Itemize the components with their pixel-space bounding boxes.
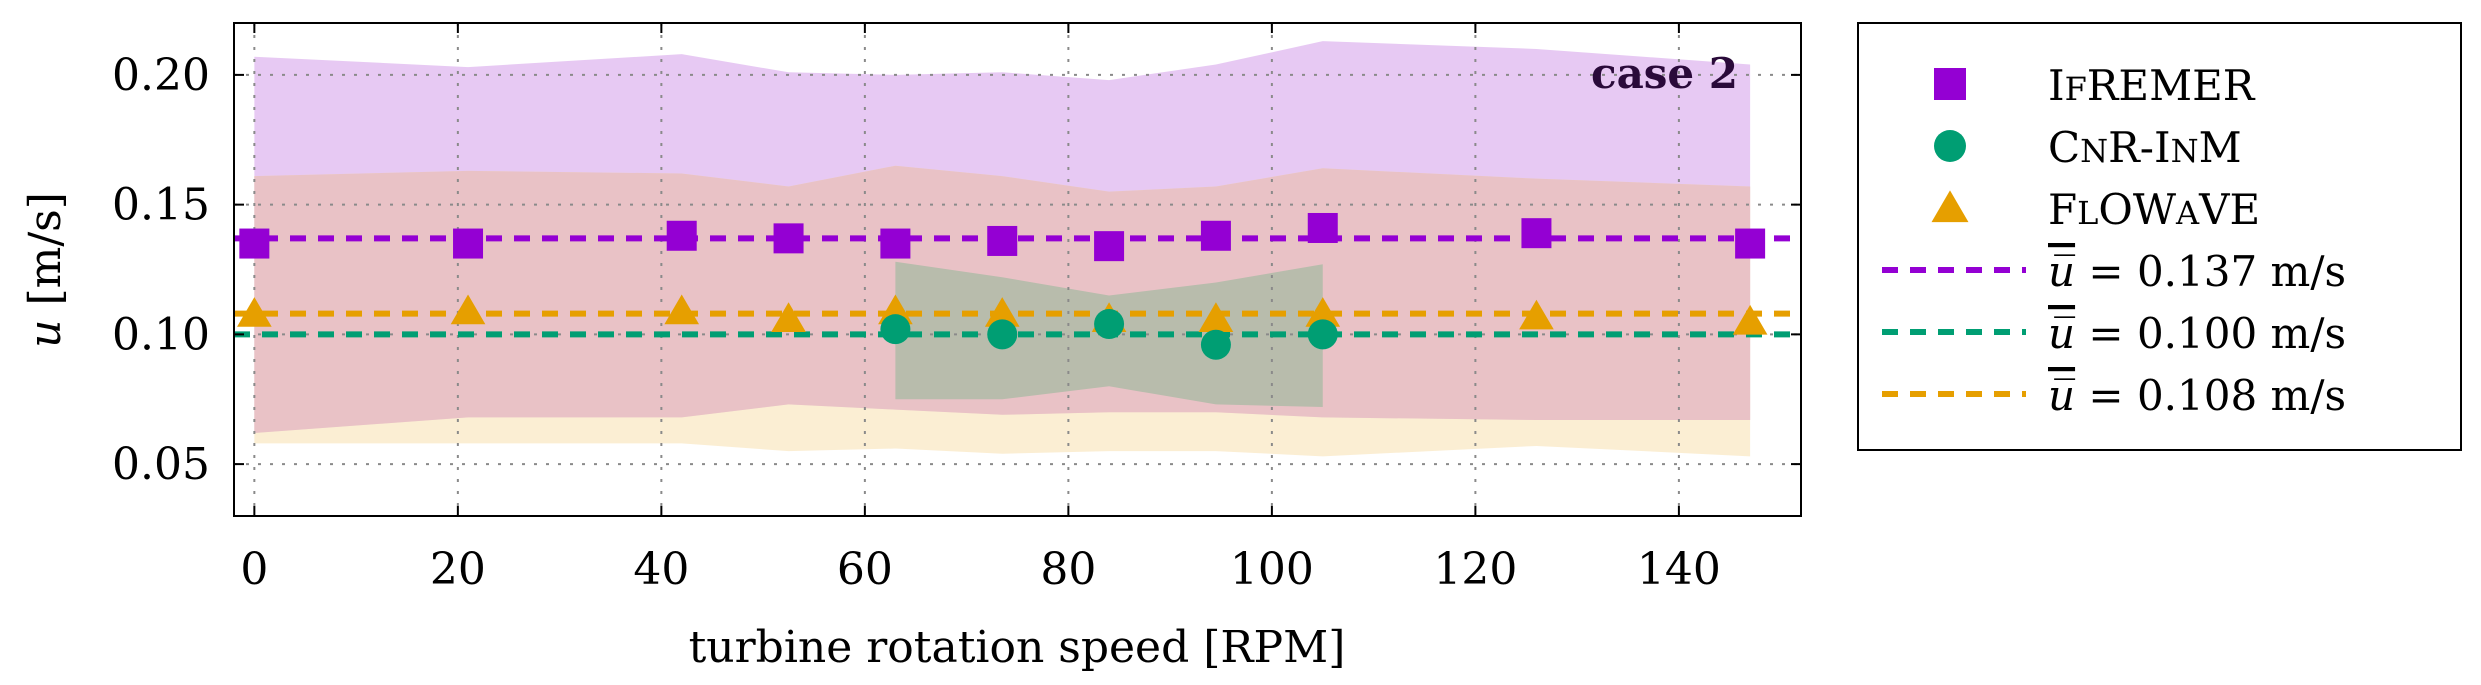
x-tick-label: 20 <box>430 544 486 595</box>
legend-marker-ifremer <box>1934 68 1966 100</box>
marker-ifremer <box>1200 220 1231 251</box>
x-tick-label: 140 <box>1637 544 1721 595</box>
legend-marker-cnr-inm <box>1934 130 1966 162</box>
data-markers <box>237 212 1768 360</box>
marker-flowave <box>237 297 272 327</box>
grid-lines <box>234 23 1801 516</box>
y-axis-label: u [m/s] <box>20 192 71 348</box>
axis-ticks: 0 20 40 60 80 100 120 140 0.05 0.10 0.15 0.20 <box>112 23 1801 595</box>
x-tick-label: 40 <box>633 544 689 595</box>
marker-flowave <box>450 294 486 325</box>
marker-ifremer <box>987 225 1018 256</box>
marker-ifremer <box>1094 231 1125 262</box>
legend-label: IFREMER <box>2048 61 2256 110</box>
legend-label: CNR-INM <box>2048 123 2242 172</box>
x-tick-label: 120 <box>1433 544 1517 595</box>
marker-flowave <box>771 302 806 332</box>
marker-flowave <box>1198 302 1234 332</box>
marker-flowave <box>1732 304 1768 335</box>
plot-frame <box>233 22 1802 517</box>
marker-ifremer <box>239 228 270 259</box>
legend-label: u̅ = 0.108 m/s <box>2048 371 2346 420</box>
marker-flowave <box>1305 297 1341 327</box>
legend-marker-flowave <box>1931 190 1969 223</box>
x-axis-label: turbine rotation speed [RPM] <box>689 622 1346 673</box>
x-tick-label: 60 <box>837 544 893 595</box>
x-tick-label: 0 <box>240 544 268 595</box>
marker-ifremer <box>1307 212 1338 243</box>
marker-ifremer <box>880 228 911 259</box>
marker-cnr-inm <box>880 314 911 345</box>
marker-flowave <box>664 294 700 325</box>
marker-flowave <box>984 297 1020 327</box>
y-tick-label: 0.05 <box>112 439 210 490</box>
marker-cnr-inm <box>1307 319 1338 350</box>
marker-cnr-inm <box>987 319 1018 350</box>
y-tick-label: 0.10 <box>112 309 210 360</box>
x-tick-label: 80 <box>1040 544 1096 595</box>
legend-label: FLOWAVE <box>2048 185 2260 234</box>
y-tick-label: 0.15 <box>112 180 210 231</box>
case-annotation: case 2 <box>1591 49 1738 98</box>
marker-cnr-inm <box>1094 308 1125 339</box>
legend: IFREMER CNR-INM FLOWAVE u̅ = 0.137 m/s u̅ = … <box>1857 22 2462 451</box>
marker-ifremer <box>666 220 697 251</box>
y-tick-label: 0.20 <box>112 50 210 101</box>
legend-label: u̅ = 0.100 m/s <box>2048 309 2346 358</box>
marker-flowave <box>1519 299 1554 330</box>
marker-ifremer <box>1735 228 1766 259</box>
marker-ifremer <box>453 228 484 259</box>
mean-lines <box>234 235 1801 338</box>
x-tick-label: 100 <box>1230 544 1314 595</box>
marker-flowave <box>878 294 913 325</box>
legend-label: u̅ = 0.137 m/s <box>2048 247 2346 296</box>
marker-ifremer <box>1521 218 1552 249</box>
marker-ifremer <box>773 223 804 254</box>
marker-cnr-inm <box>1200 329 1231 360</box>
